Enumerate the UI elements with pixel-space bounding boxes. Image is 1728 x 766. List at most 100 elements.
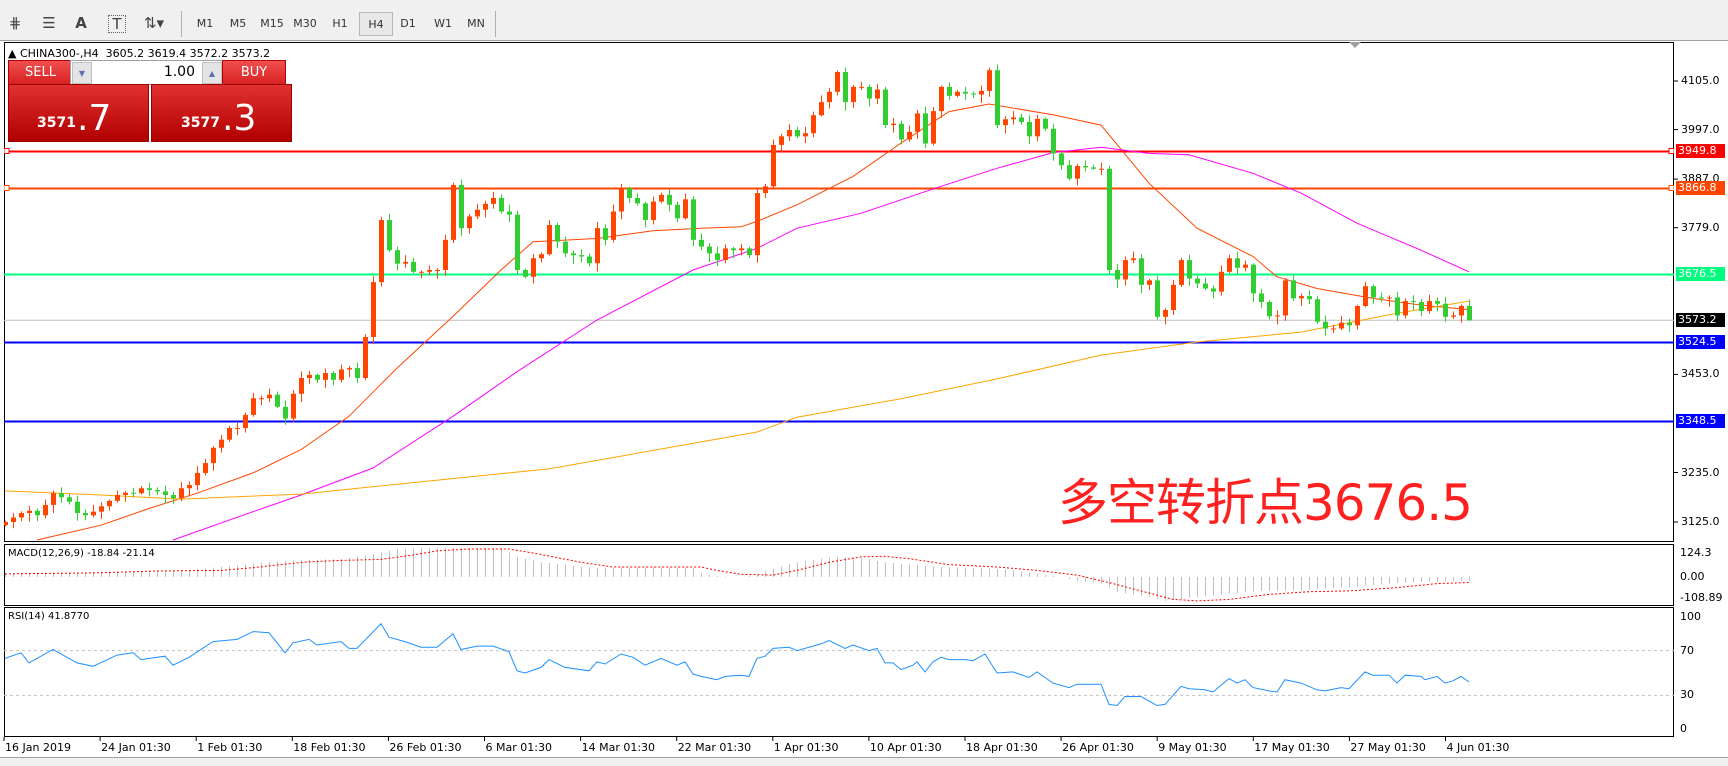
- candle-body: [1011, 117, 1016, 120]
- candle: [627, 186, 632, 203]
- candle-body: [4, 522, 8, 526]
- level-price-label[interactable]: 3866.8: [1676, 181, 1725, 196]
- candle: [171, 491, 176, 504]
- timeframe-m5[interactable]: M5: [229, 16, 247, 30]
- lot-value[interactable]: 1.00: [163, 64, 195, 80]
- level-handle-icon[interactable]: [1668, 148, 1674, 154]
- candle: [195, 466, 200, 491]
- candle-body: [939, 86, 944, 112]
- candle: [603, 224, 608, 246]
- candle-body: [1307, 296, 1312, 300]
- candle-body: [299, 378, 304, 394]
- candle-body: [667, 194, 672, 205]
- timeframe-h1[interactable]: H1: [332, 16, 348, 30]
- candle-body: [203, 463, 208, 473]
- candle: [547, 220, 552, 256]
- timeframe-d1[interactable]: D1: [400, 16, 416, 30]
- text-label-icon[interactable]: A: [75, 14, 87, 32]
- candle: [1307, 290, 1312, 305]
- chart-header: ▲ CHINA300-,H4 3605.2 3619.4 3572.2 3573…: [8, 47, 270, 60]
- candle-body: [1019, 117, 1024, 122]
- timeframe-w1[interactable]: W1: [434, 16, 452, 30]
- macd-signal-line: [4, 548, 1470, 602]
- candle: [283, 400, 288, 425]
- candle: [179, 481, 184, 502]
- candle: [35, 508, 40, 522]
- level-price-label[interactable]: 3676.5: [1676, 266, 1725, 281]
- level-price-label[interactable]: 3524.5: [1676, 335, 1725, 350]
- candle-body: [883, 89, 888, 126]
- candle-body: [587, 256, 592, 264]
- candle: [851, 85, 856, 108]
- chart-shift-marker-icon[interactable]: [1349, 42, 1361, 48]
- candle: [235, 423, 240, 436]
- pivot-annotation[interactable]: 多空转折点3676.5: [1058, 474, 1473, 532]
- candle: [307, 370, 312, 384]
- candle-body: [1147, 280, 1152, 285]
- level-price-label[interactable]: 3348.5: [1676, 414, 1725, 429]
- candle-body: [347, 368, 352, 370]
- candle-body: [43, 504, 48, 516]
- candle: [979, 85, 984, 104]
- candle-body: [491, 198, 496, 204]
- candle: [1187, 254, 1192, 286]
- candle-body: [291, 393, 296, 419]
- candle: [1403, 298, 1408, 319]
- rsi-panel-frame: [4, 607, 1674, 737]
- candle: [1219, 265, 1224, 296]
- fibonacci-fan-icon[interactable]: ☰: [42, 14, 56, 32]
- candle-body: [1131, 258, 1136, 261]
- lot-size-field[interactable]: ▼ 1.00 ▲: [70, 60, 224, 85]
- arrows-dropdown-icon[interactable]: ⇅▾: [143, 14, 165, 32]
- candle-body: [1459, 305, 1464, 316]
- candle-body: [579, 255, 584, 257]
- candle: [251, 392, 256, 417]
- candle-body: [1219, 271, 1224, 292]
- candle-body: [531, 258, 536, 277]
- candle: [699, 233, 704, 251]
- candle: [419, 270, 424, 279]
- candle-body: [1331, 328, 1336, 330]
- candle: [1387, 295, 1392, 307]
- level-handle-icon[interactable]: [4, 148, 10, 154]
- fibonacci-expansion-icon[interactable]: ⋕: [8, 14, 22, 32]
- candle: [795, 126, 800, 139]
- timeframe-m30[interactable]: M30: [293, 16, 317, 30]
- level-handle-icon[interactable]: [4, 185, 10, 191]
- sell-button[interactable]: SELL: [8, 60, 73, 85]
- candle: [219, 435, 224, 453]
- candle-body: [1043, 118, 1048, 129]
- timeframe-mn[interactable]: MN: [467, 16, 485, 30]
- candle: [1227, 254, 1232, 274]
- timeframe-m1[interactable]: M1: [196, 16, 214, 30]
- timeframe-m15[interactable]: M15: [260, 16, 284, 30]
- lot-decrease-icon[interactable]: ▼: [72, 62, 92, 84]
- candle: [787, 124, 792, 141]
- lot-increase-icon[interactable]: ▲: [202, 62, 222, 84]
- candle-body: [1283, 280, 1288, 316]
- candle-body: [259, 398, 264, 400]
- candle-body: [1179, 260, 1184, 285]
- candle-body: [19, 513, 24, 518]
- sell-price-box[interactable]: 3571 .7: [8, 84, 149, 142]
- candle: [1443, 297, 1448, 322]
- candle: [1371, 284, 1376, 304]
- toolbar-separator: [181, 11, 182, 37]
- candle-body: [379, 220, 384, 283]
- level-handle-icon[interactable]: [1668, 185, 1674, 191]
- chart-toolbar: ⋕ ☰ A T ⇅▾ M1 M5 M15 M30 H1 H4 D1 W1 MN: [0, 6, 1728, 41]
- candle-body: [35, 510, 40, 516]
- candle-body: [427, 270, 432, 272]
- level-price-label[interactable]: 3949.8: [1676, 143, 1725, 158]
- candle: [1027, 115, 1032, 144]
- text-box-icon[interactable]: T: [108, 15, 126, 33]
- buy-price-box[interactable]: 3577 .3: [151, 84, 292, 142]
- candle-body: [1035, 118, 1040, 137]
- candle-body: [499, 198, 504, 212]
- candle: [475, 203, 480, 220]
- candle: [939, 85, 944, 118]
- timeframe-h4[interactable]: H4: [359, 12, 393, 36]
- buy-price-main: 3577: [181, 115, 220, 131]
- buy-button[interactable]: BUY: [222, 60, 286, 85]
